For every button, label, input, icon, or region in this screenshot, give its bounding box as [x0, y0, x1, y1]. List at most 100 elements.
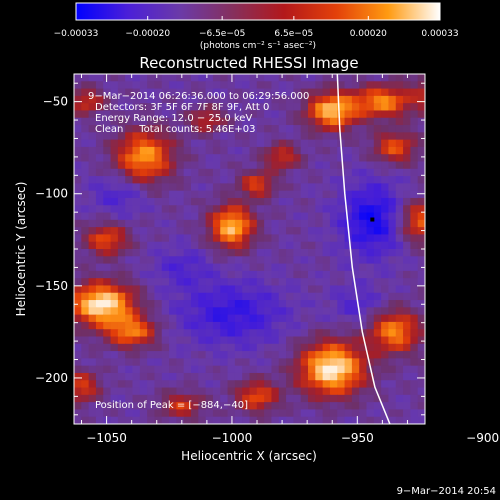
- heatmap-cell: [271, 125, 280, 133]
- heatmap-cell: [256, 241, 265, 250]
- heatmap-cell: [249, 402, 258, 411]
- heatmap-cell: [154, 278, 163, 287]
- heatmap-cell: [388, 227, 397, 236]
- heatmap-cell: [271, 95, 280, 104]
- heatmap-cell: [388, 372, 397, 381]
- heatmap-cell: [264, 154, 273, 163]
- heatmap-cell: [169, 300, 177, 308]
- heatmap-cell: [81, 329, 90, 338]
- heatmap-cell: [103, 416, 112, 424]
- heatmap-cell: [125, 256, 134, 265]
- heatmap-cell: [147, 103, 156, 112]
- heatmap-cell: [351, 154, 360, 163]
- heatmap-cell: [278, 190, 287, 199]
- heatmap-cell: [132, 183, 141, 192]
- heatmap-cell: [125, 292, 134, 301]
- colorbar-tick-label: −0.00020: [125, 29, 170, 39]
- heatmap-cell: [344, 132, 353, 141]
- heatmap-cell: [366, 110, 375, 119]
- heatmap-cell: [315, 380, 324, 389]
- heatmap-cell: [95, 103, 104, 112]
- heatmap-cell: [169, 270, 177, 279]
- heatmap-cell: [381, 110, 390, 119]
- heatmap-cell: [74, 110, 82, 119]
- heatmap-cell: [249, 197, 258, 206]
- heatmap-cell: [81, 176, 90, 184]
- heatmap-cell: [381, 88, 390, 97]
- heatmap-cell: [249, 307, 258, 316]
- heatmap-cell: [366, 95, 375, 104]
- heatmap-cell: [286, 321, 294, 330]
- heatmap-cell: [308, 285, 316, 294]
- heatmap-cell: [198, 110, 207, 119]
- heatmap-cell: [125, 372, 134, 381]
- heatmap-cell: [132, 212, 141, 221]
- heatmap-cell: [329, 285, 338, 294]
- heatmap-cell: [293, 256, 302, 265]
- heatmap-cell: [125, 110, 134, 119]
- x-tick-label: −950: [341, 431, 374, 445]
- heatmap-cell: [359, 365, 368, 374]
- heatmap-cell: [381, 321, 390, 330]
- heatmap-cell: [264, 380, 273, 389]
- heatmap-cell: [256, 88, 265, 97]
- heatmap-cell: [417, 358, 425, 367]
- heatmap-cell: [242, 402, 251, 411]
- heatmap-cell: [198, 263, 207, 272]
- heatmap-cell: [329, 110, 338, 119]
- heatmap-cell: [227, 263, 236, 272]
- heatmap-cell: [212, 146, 221, 155]
- heatmap-cell: [388, 197, 397, 206]
- heatmap-cell: [278, 88, 287, 97]
- heatmap-cell: [242, 117, 251, 126]
- heatmap-cell: [176, 81, 185, 90]
- heatmap-cell: [205, 314, 214, 323]
- heatmap-cell: [220, 372, 229, 381]
- heatmap-cell: [417, 176, 425, 184]
- heatmap-cell: [198, 125, 207, 133]
- heatmap-cell: [315, 416, 324, 424]
- heatmap-cell: [366, 197, 375, 206]
- heatmap-cell: [88, 241, 97, 250]
- heatmap-cell: [88, 146, 97, 155]
- heatmap-cell: [271, 241, 280, 250]
- heatmap-cell: [373, 351, 382, 359]
- heatmap-cell: [88, 205, 97, 214]
- heatmap-cell: [125, 314, 134, 323]
- heatmap-cell: [403, 249, 411, 257]
- heatmap-cell: [227, 234, 236, 243]
- heatmap-cell: [388, 241, 397, 250]
- heatmap-cell: [359, 314, 368, 323]
- heatmap-cell: [132, 358, 141, 367]
- heatmap-cell: [359, 154, 368, 163]
- heatmap-cell: [205, 402, 214, 411]
- heatmap-cell: [329, 321, 338, 330]
- heatmap-cell: [95, 146, 104, 155]
- heatmap-cell: [103, 314, 112, 323]
- date-stamp: 9−Mar−2014 20:54: [397, 486, 496, 497]
- heatmap-cell: [183, 117, 192, 126]
- heatmap-cell: [95, 190, 104, 199]
- heatmap-cell: [359, 285, 368, 294]
- heatmap-cell: [88, 285, 97, 294]
- heatmap-cell: [373, 81, 382, 90]
- heatmap-cell: [359, 190, 368, 199]
- heatmap-cell: [388, 351, 397, 359]
- heatmap-cell: [293, 321, 302, 330]
- heatmap-cell: [344, 95, 353, 104]
- heatmap-cell: [286, 343, 294, 352]
- heatmap-cell: [293, 95, 302, 104]
- colorbar-tick-label: −6.5e−05: [199, 29, 245, 39]
- heatmap-cell: [410, 351, 419, 359]
- heatmap-cell: [191, 132, 199, 141]
- heatmap-cell: [74, 241, 82, 250]
- heatmap-cell: [417, 95, 425, 104]
- heatmap-cell: [205, 270, 214, 279]
- heatmap-cell: [410, 343, 419, 352]
- heatmap-cell: [212, 197, 221, 206]
- heatmap-cell: [373, 409, 382, 418]
- heatmap-cell: [417, 197, 425, 206]
- heatmap-cell: [95, 314, 104, 323]
- heatmap-cell: [351, 343, 360, 352]
- heatmap-cell: [147, 394, 156, 403]
